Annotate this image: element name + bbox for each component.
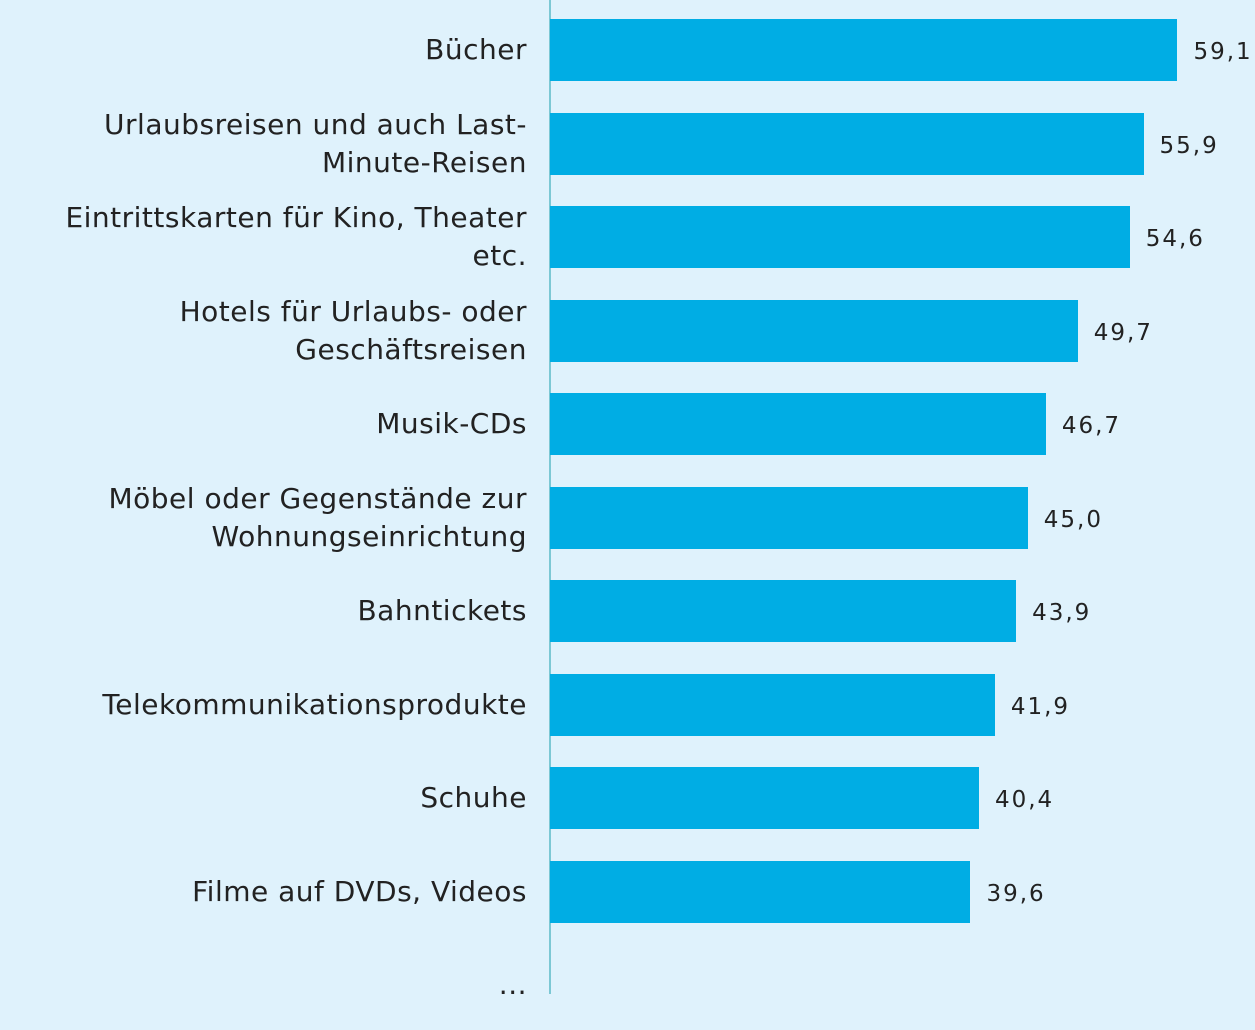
value-label: 43,9	[1032, 600, 1092, 626]
category-label: Musik-CDs	[376, 407, 527, 440]
value-label: 41,9	[1010, 693, 1071, 720]
bar	[550, 19, 1178, 81]
category-label: ...	[498, 968, 527, 1001]
category-label: Schuhe	[420, 781, 527, 814]
value-label: 45,0	[1043, 506, 1103, 533]
value-label: 39,6	[986, 880, 1046, 907]
bar	[550, 112, 1144, 175]
bar	[550, 580, 1017, 642]
bar	[550, 393, 1046, 455]
chart: Bücher 59,1 Urlaubsreisen und auch Last-Mi…	[65, 0, 1253, 1001]
bar	[550, 767, 979, 829]
category-label: Möbel oder Gegenstände zur Wohnungseinri…	[108, 481, 527, 553]
value-label: 40,4	[994, 787, 1055, 813]
value-label: 59,1	[1193, 39, 1253, 65]
category-label: Bahntickets	[357, 594, 527, 627]
category-label: Eintrittskarten für Kino, Theater etc.	[65, 201, 527, 272]
value-label: 55,9	[1159, 132, 1219, 159]
category-label: Bücher	[425, 33, 527, 66]
value-label: 54,6	[1145, 226, 1205, 252]
bar	[550, 486, 1028, 549]
category-label: Filme auf DVDs, Videos	[192, 874, 527, 908]
category-label: Telekommunikationsprodukte	[102, 687, 527, 721]
category-label: Hotels für Urlaubs- oder Geschäftsreisen	[179, 294, 527, 366]
value-label: 49,7	[1093, 319, 1153, 346]
category-label: Urlaubsreisen und auch Last-Minute-Reise…	[104, 107, 527, 179]
value-label: 46,7	[1061, 413, 1122, 439]
bar	[550, 206, 1130, 268]
bar	[550, 673, 995, 736]
bar	[550, 299, 1078, 362]
bar	[550, 860, 971, 923]
